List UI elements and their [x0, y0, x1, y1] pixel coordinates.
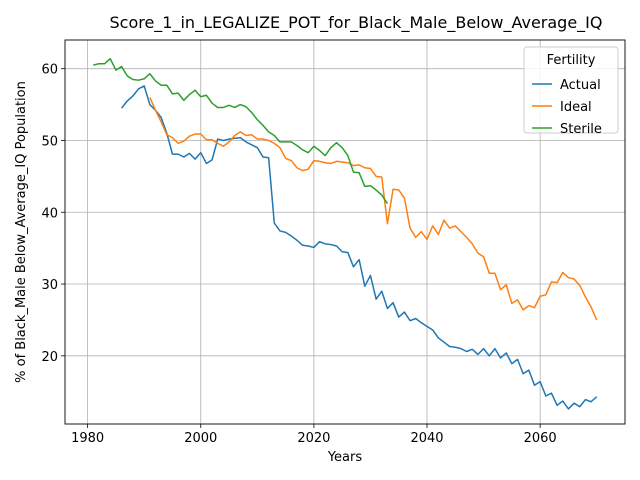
y-tick-label: 40 — [41, 206, 58, 221]
y-tick-label: 30 — [41, 278, 58, 293]
x-tick-label: 2040 — [410, 431, 443, 446]
series-lines — [93, 57, 598, 410]
legend-title: Fertility — [547, 53, 596, 68]
legend-box — [523, 46, 619, 134]
x-tick-label: 1980 — [71, 431, 104, 446]
series-line-ideal — [149, 97, 598, 321]
legend-entries: Actual Ideal Sterile — [532, 78, 602, 137]
y-axis-label: % of Black_Male Below_Average_IQ Populat… — [14, 81, 29, 383]
y-tick-label: 60 — [41, 63, 58, 78]
x-tick-label: 2060 — [524, 431, 557, 446]
y-tick-label: 50 — [41, 134, 58, 149]
series-line-actual — [120, 85, 598, 410]
y-tick-label: 20 — [41, 350, 58, 365]
x-tick-label: 2000 — [184, 431, 217, 446]
x-tick-label: 2020 — [297, 431, 330, 446]
legend: Fertility Actual Ideal Sterile — [523, 46, 619, 137]
x-axis-label: Years — [327, 450, 363, 465]
axis-ticks: 1980 2000 2020 2040 2060 20 30 40 50 60 — [41, 63, 556, 446]
chart-title: Score_1_in_LEGALIZE_POT_for_Black_Male_B… — [109, 13, 602, 33]
series-line-sterile — [93, 57, 389, 205]
legend-label-sterile: Sterile — [560, 122, 602, 137]
legend-label-actual: Actual — [560, 78, 601, 93]
legend-label-ideal: Ideal — [560, 100, 592, 115]
plot-frame — [64, 39, 626, 425]
